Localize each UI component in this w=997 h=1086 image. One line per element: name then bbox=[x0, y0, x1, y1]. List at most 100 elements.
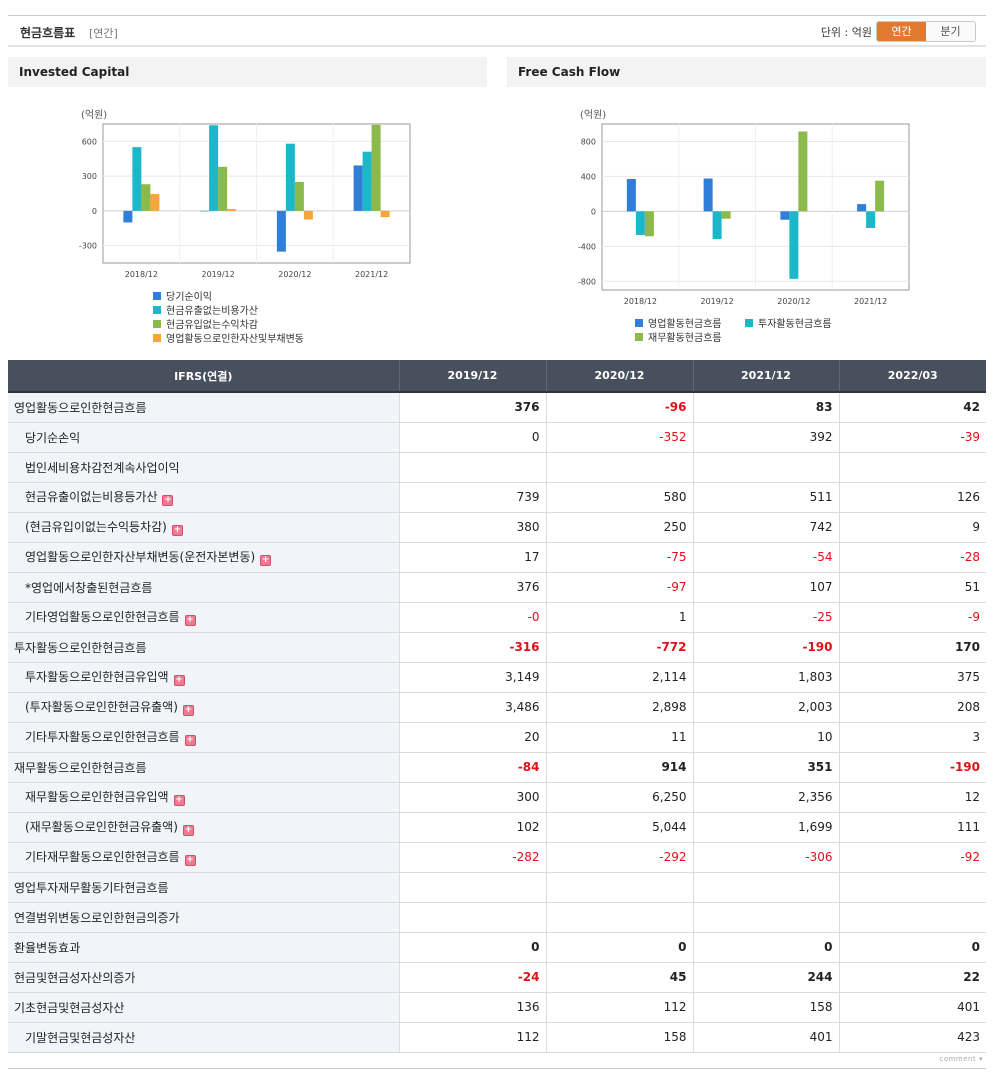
table-row: (재무활동으로인한현금유출액) +102 5,044 1,699 111 bbox=[8, 812, 986, 843]
row-label: (투자활동으로인한현금유출액) + bbox=[8, 692, 400, 723]
y-tick-label: 0 bbox=[591, 207, 596, 216]
bar-3[interactable] bbox=[644, 211, 654, 237]
bar-1[interactable] bbox=[626, 179, 636, 212]
column-header: 2019/12 bbox=[399, 360, 547, 393]
unit-label: 단위 : 억원 bbox=[820, 26, 872, 39]
bar-2[interactable] bbox=[866, 211, 876, 228]
table-cell bbox=[839, 452, 986, 483]
table-row: 영업활동으로인한자산부채변동(운전자본변동) +17 -75 -54 -28 bbox=[8, 542, 986, 573]
y-tick-label: 600 bbox=[82, 137, 97, 146]
table-cell: 112 bbox=[399, 1022, 547, 1053]
row-label-text: 기초현금및현금성자산 bbox=[14, 1000, 125, 1015]
expand-plus-icon[interactable]: + bbox=[184, 735, 196, 746]
table-cell: -96 bbox=[546, 391, 694, 423]
row-label: 영업활동으로인한자산부채변동(운전자본변동) + bbox=[8, 542, 400, 573]
free-cash-flow-panel: Free Cash Flow (억원) -800 -400 0 400 800 2018/1… bbox=[507, 57, 986, 353]
bar-3[interactable] bbox=[371, 124, 381, 211]
row-label-text: *영업에서창출된현금흐름 bbox=[25, 580, 153, 595]
table-cell bbox=[546, 901, 694, 933]
bar-4[interactable] bbox=[380, 210, 390, 218]
x-tick-label: 2018/12 bbox=[125, 270, 158, 279]
table-row: 기타영업활동으로인한현금흐름 + -0 1 -25 -9 bbox=[8, 602, 986, 633]
legend-label: 투자활동현금흐름 bbox=[758, 317, 832, 330]
table-cell bbox=[546, 871, 694, 903]
table-cell: 9 bbox=[839, 512, 986, 543]
comment-toggle[interactable]: comment ▾ bbox=[939, 1055, 983, 1063]
table-cell: -75 bbox=[546, 542, 694, 573]
bar-1[interactable] bbox=[780, 211, 790, 220]
expand-plus-icon[interactable]: + bbox=[260, 555, 272, 566]
bar-3[interactable] bbox=[875, 180, 885, 212]
bar-2[interactable] bbox=[132, 147, 142, 211]
column-header: 2022/03 bbox=[839, 360, 986, 393]
bar-3[interactable] bbox=[721, 211, 731, 219]
row-label-text: 당기순손익 bbox=[25, 430, 81, 445]
bar-2[interactable] bbox=[209, 125, 219, 211]
table-cell bbox=[693, 871, 840, 903]
table-cell: 208 bbox=[839, 692, 986, 723]
bar-2[interactable] bbox=[285, 143, 295, 211]
bar-1[interactable] bbox=[123, 210, 133, 223]
bar-2[interactable] bbox=[712, 211, 722, 239]
row-label: 기초현금및현금성자산 bbox=[8, 991, 400, 1023]
row-label: 투자활동으로인한현금유입액 + bbox=[8, 662, 400, 693]
bar-2[interactable] bbox=[789, 211, 799, 279]
x-tick-label: 2018/12 bbox=[624, 297, 657, 306]
row-label: 기타재무활동으로인한현금흐름 + bbox=[8, 842, 400, 873]
row-label: 기타투자활동으로인한현금흐름 + bbox=[8, 722, 400, 753]
table-row: (투자활동으로인한현금유출액) +3,486 2,898 2,003 208 bbox=[8, 692, 986, 723]
bottom-divider bbox=[8, 1068, 986, 1069]
table-cell: 392 bbox=[693, 422, 840, 453]
table-row: 기타투자활동으로인한현금흐름 +20 11 10 3 bbox=[8, 722, 986, 753]
bar-2[interactable] bbox=[362, 151, 372, 211]
table-cell: 914 bbox=[546, 751, 694, 783]
bar-1[interactable] bbox=[857, 204, 867, 212]
table-cell: 102 bbox=[399, 812, 547, 843]
bar-4[interactable] bbox=[227, 208, 237, 211]
table-cell: -292 bbox=[546, 842, 694, 873]
table-row: 기초현금및현금성자산 136 112 158 401 bbox=[8, 991, 986, 1023]
expand-plus-icon[interactable]: + bbox=[184, 855, 196, 866]
bar-3[interactable] bbox=[798, 131, 808, 212]
expand-plus-icon[interactable]: + bbox=[173, 795, 185, 806]
bar-1[interactable] bbox=[200, 210, 210, 212]
bar-3[interactable] bbox=[218, 166, 228, 211]
table-cell bbox=[399, 452, 547, 483]
table-cell: -0 bbox=[399, 602, 547, 633]
expand-plus-icon[interactable]: + bbox=[162, 495, 174, 506]
table-cell: -28 bbox=[839, 542, 986, 573]
expand-plus-icon[interactable]: + bbox=[182, 825, 194, 836]
expand-plus-icon[interactable]: + bbox=[173, 675, 185, 686]
bar-4[interactable] bbox=[303, 210, 313, 220]
legend-label: 현금유입없는수익차감 bbox=[166, 318, 258, 331]
bar-1[interactable] bbox=[703, 178, 713, 212]
table-cell: 136 bbox=[399, 991, 547, 1023]
expand-plus-icon[interactable]: + bbox=[182, 705, 194, 716]
bar-1[interactable] bbox=[276, 210, 286, 252]
comment-label: comment bbox=[939, 1055, 977, 1063]
bar-4[interactable] bbox=[150, 194, 160, 211]
table-cell: 739 bbox=[399, 482, 547, 513]
quarter-button[interactable]: 분기 bbox=[926, 22, 975, 41]
expand-plus-icon[interactable]: + bbox=[171, 525, 183, 536]
bar-2[interactable] bbox=[635, 211, 645, 235]
table-row: 연결범위변동으로인한현금의증가 bbox=[8, 901, 986, 933]
expand-plus-icon[interactable]: + bbox=[184, 615, 196, 626]
bar-3[interactable] bbox=[294, 181, 304, 211]
row-label: (현금유입이없는수익등차감) + bbox=[8, 512, 400, 543]
row-label: 현금유출이없는비용등가산 + bbox=[8, 482, 400, 513]
bar-1[interactable] bbox=[353, 165, 363, 211]
table-cell: 12 bbox=[839, 782, 986, 813]
table-cell: 351 bbox=[693, 751, 840, 783]
unit-label: (억원) bbox=[580, 109, 606, 121]
table-row: 기타재무활동으로인한현금흐름 + -282 -292 -306 -92 bbox=[8, 842, 986, 873]
table-cell bbox=[693, 452, 840, 483]
legend-swatch bbox=[153, 334, 161, 342]
bar-3[interactable] bbox=[141, 184, 151, 211]
row-label-text: 현금유출이없는비용등가산 bbox=[25, 490, 158, 504]
y-tick-label: -800 bbox=[578, 277, 596, 286]
annual-button[interactable]: 연간 bbox=[877, 22, 926, 41]
row-label-text: 기타영업활동으로인한현금흐름 bbox=[25, 610, 180, 624]
row-label-text: (재무활동으로인한현금유출액) bbox=[25, 820, 178, 834]
table-cell: -25 bbox=[693, 602, 840, 633]
